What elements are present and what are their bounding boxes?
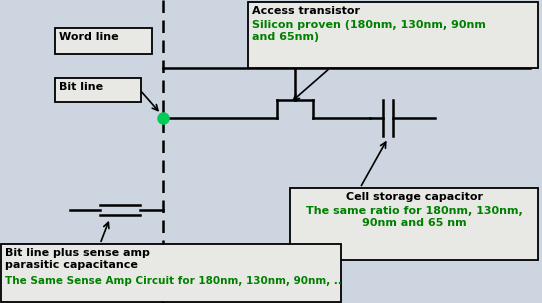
FancyBboxPatch shape	[55, 78, 141, 102]
FancyBboxPatch shape	[248, 2, 538, 68]
Text: Cell storage capacitor: Cell storage capacitor	[345, 192, 482, 202]
Text: Silicon proven (180nm, 130nm, 90nm
and 65nm): Silicon proven (180nm, 130nm, 90nm and 6…	[252, 20, 486, 42]
FancyBboxPatch shape	[290, 188, 538, 260]
FancyBboxPatch shape	[55, 28, 152, 54]
Text: Bit line: Bit line	[59, 82, 103, 92]
Text: Word line: Word line	[59, 32, 119, 42]
Text: The same ratio for 180nm, 130nm,
90nm and 65 nm: The same ratio for 180nm, 130nm, 90nm an…	[306, 206, 522, 228]
Text: Access transistor: Access transistor	[252, 6, 360, 16]
Text: The Same Sense Amp Circuit for 180nm, 130nm, 90nm, ..: The Same Sense Amp Circuit for 180nm, 13…	[5, 276, 342, 286]
FancyBboxPatch shape	[1, 244, 341, 302]
Text: Bit line plus sense amp
parasitic capacitance: Bit line plus sense amp parasitic capaci…	[5, 248, 150, 270]
